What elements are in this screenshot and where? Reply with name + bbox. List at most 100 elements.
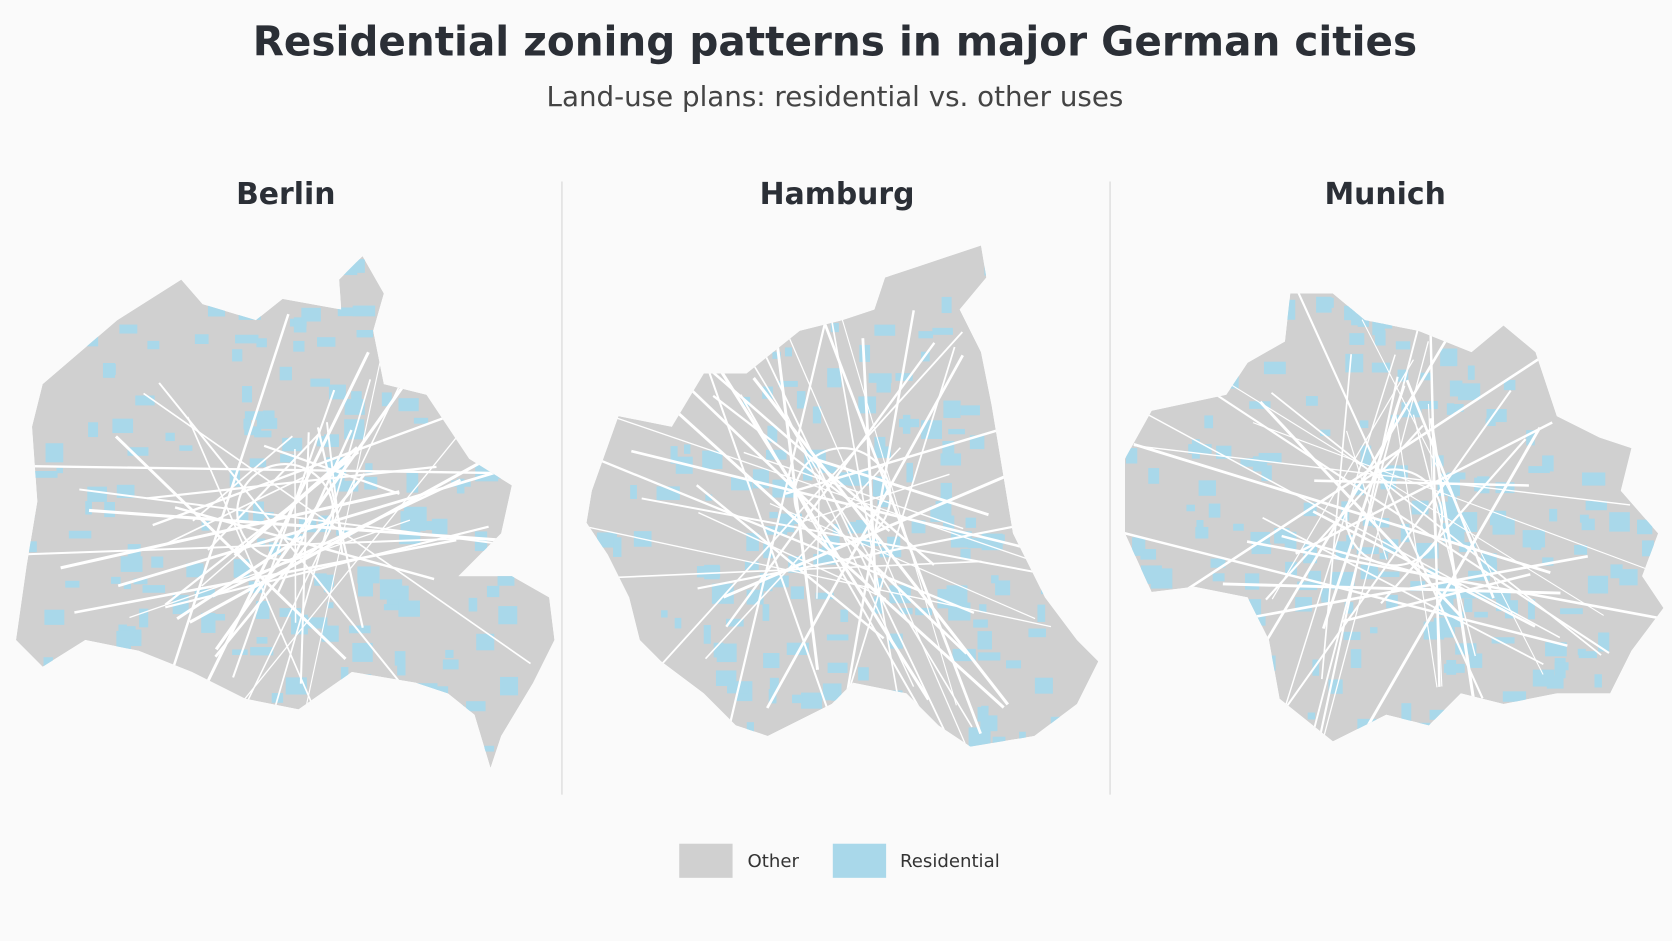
residential-patch xyxy=(500,676,519,696)
road xyxy=(207,433,320,551)
residential-patch xyxy=(801,692,823,709)
residential-patch xyxy=(906,462,914,483)
residential-patch xyxy=(331,705,346,724)
residential-patch xyxy=(1549,508,1558,522)
residential-patch xyxy=(1439,512,1462,521)
residential-patch xyxy=(890,690,903,703)
residential-patch xyxy=(232,649,248,656)
residential-patch xyxy=(165,432,175,442)
residential-patch xyxy=(544,360,555,366)
residential-patch xyxy=(875,578,883,588)
residential-patch xyxy=(1234,649,1252,664)
residential-patch xyxy=(463,362,483,377)
residential-patch xyxy=(1446,403,1455,415)
residential-patch xyxy=(1186,346,1208,362)
residential-patch xyxy=(826,634,849,641)
residential-patch xyxy=(739,739,749,747)
residential-patch xyxy=(115,685,139,699)
residential-patch xyxy=(1225,695,1234,711)
residential-patch xyxy=(262,511,274,518)
residential-patch xyxy=(609,266,628,273)
residential-patch xyxy=(24,541,37,553)
residential-patch xyxy=(280,454,295,463)
residential-patch xyxy=(1374,330,1386,346)
residential-patch xyxy=(344,398,365,415)
residential-patch xyxy=(133,578,148,585)
residential-patch xyxy=(138,284,147,300)
residential-patch xyxy=(1343,631,1361,641)
residential-patch xyxy=(502,412,526,423)
residential-patch xyxy=(1050,716,1067,736)
residential-patch xyxy=(1637,704,1654,725)
residential-patch xyxy=(1598,632,1610,652)
residential-patch xyxy=(762,386,773,399)
residential-patch xyxy=(763,543,773,559)
residential-patch xyxy=(1140,549,1157,560)
road xyxy=(1248,390,1512,742)
residential-patch xyxy=(642,291,653,311)
residential-patch xyxy=(948,602,971,621)
residential-patch xyxy=(486,585,500,598)
residential-patch xyxy=(464,361,478,368)
residential-patch xyxy=(995,580,1011,596)
residential-patch xyxy=(1587,575,1609,594)
residential-patch xyxy=(942,440,955,461)
residential-patch xyxy=(1577,648,1586,656)
residential-patch xyxy=(1441,617,1452,632)
residential-patch xyxy=(1019,731,1026,744)
residential-patch xyxy=(1585,500,1607,511)
road xyxy=(591,455,975,614)
residential-patch xyxy=(217,713,233,720)
road xyxy=(1394,409,1438,688)
road xyxy=(290,285,397,769)
road xyxy=(1312,510,1536,628)
residential-patch xyxy=(279,366,292,381)
residential-patch xyxy=(140,684,164,694)
residential-patch xyxy=(763,653,780,669)
legend-swatch xyxy=(832,843,887,878)
residential-patch xyxy=(1453,403,1464,412)
residential-patch xyxy=(1320,429,1331,437)
road xyxy=(1259,400,1463,619)
road xyxy=(1250,324,1457,667)
residential-patch xyxy=(977,631,992,650)
road xyxy=(117,464,520,588)
residential-patch xyxy=(978,652,1001,661)
residential-patch xyxy=(781,257,792,272)
road xyxy=(233,446,359,557)
residential-patch xyxy=(68,530,92,539)
residential-patch xyxy=(365,463,373,473)
residential-patch xyxy=(392,345,410,352)
residential-patch xyxy=(44,609,65,625)
residential-patch xyxy=(317,337,336,347)
residential-patch xyxy=(1195,526,1209,539)
residential-patch xyxy=(1252,710,1272,726)
road xyxy=(1271,359,1414,600)
residential-patch xyxy=(752,333,767,344)
residential-patch xyxy=(703,625,711,644)
residential-patch xyxy=(244,426,262,436)
residential-patch xyxy=(348,625,371,634)
residential-patch xyxy=(250,721,269,735)
residential-patch xyxy=(1528,599,1535,620)
residential-patch xyxy=(1074,475,1097,487)
residential-patch xyxy=(1469,653,1483,668)
residential-patch xyxy=(358,674,372,691)
residential-patch xyxy=(1349,333,1365,345)
residential-patch xyxy=(1321,588,1329,603)
residential-patch xyxy=(1021,489,1031,498)
residential-patch xyxy=(358,580,374,597)
residential-patch xyxy=(436,686,449,701)
residential-patch xyxy=(1474,611,1488,618)
maps xyxy=(15,245,1664,769)
residential-patch xyxy=(895,373,913,381)
residential-patch xyxy=(1591,722,1611,730)
road xyxy=(325,422,344,554)
residential-patch xyxy=(1345,353,1364,373)
residential-patch xyxy=(528,413,548,427)
residential-patch xyxy=(27,716,51,731)
residential-patch xyxy=(1452,589,1476,599)
residential-patch xyxy=(704,333,724,344)
residential-patch xyxy=(1400,523,1410,543)
